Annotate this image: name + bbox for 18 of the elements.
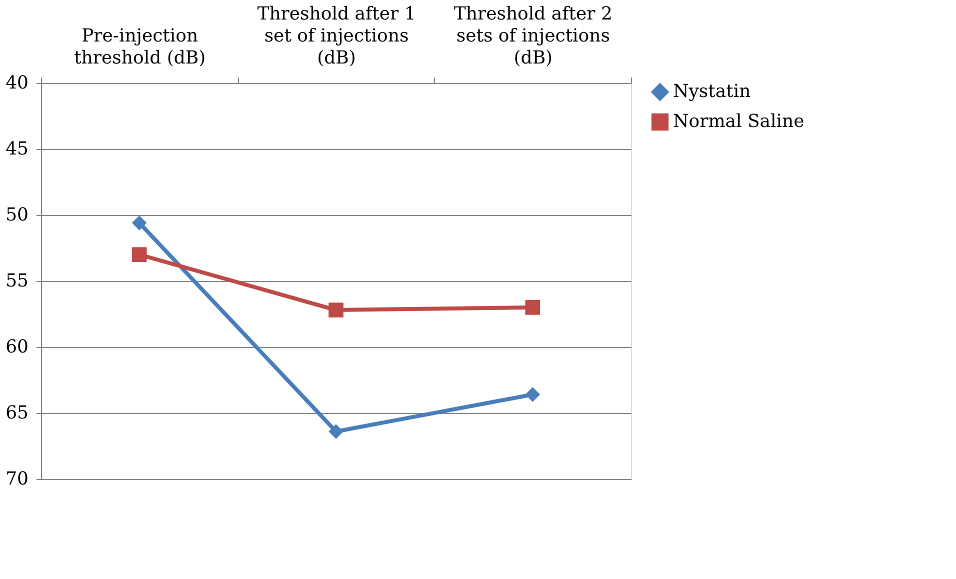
y-tick-label: 50 xyxy=(6,204,28,226)
point xyxy=(328,424,344,439)
y-tick-label: 55 xyxy=(6,270,28,292)
x-tick-label: Threshold after 2 sets of injections (dB) xyxy=(454,4,612,68)
y-tick-label: 70 xyxy=(6,468,28,490)
point xyxy=(132,247,147,262)
x-tick-label: Pre-injection threshold (dB) xyxy=(74,26,206,68)
legend-label: Nystatin xyxy=(673,81,752,102)
x-tick-label: Threshold after 1 set of injections (dB) xyxy=(257,4,416,68)
legend-label: Normal Saline xyxy=(673,111,804,132)
y-tick-label: 40 xyxy=(6,72,28,94)
point xyxy=(525,387,540,402)
point xyxy=(132,216,147,230)
y-tick-label: 45 xyxy=(6,138,28,160)
y-tick-label: 60 xyxy=(6,336,28,358)
point xyxy=(328,302,344,318)
point xyxy=(525,300,540,315)
y-tick-label: 65 xyxy=(6,402,28,424)
